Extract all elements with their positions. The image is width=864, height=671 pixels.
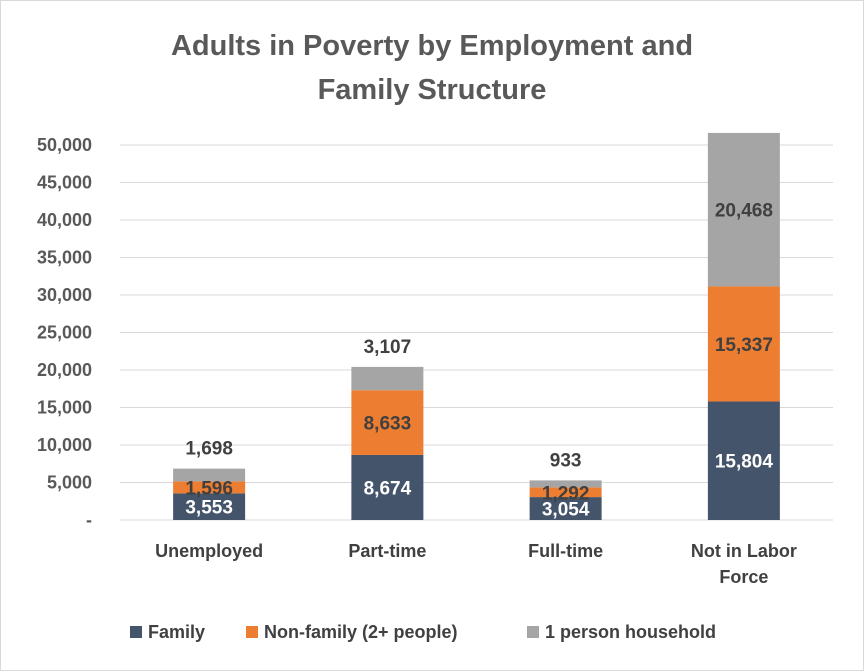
x-category-label: Force xyxy=(719,567,768,587)
y-tick-label: 45,000 xyxy=(37,173,92,193)
data-label: 3,553 xyxy=(185,498,233,519)
data-label: 15,337 xyxy=(715,335,773,356)
data-label: 8,674 xyxy=(364,478,412,499)
legend-item: Non-family (2+ people) xyxy=(246,620,458,644)
y-tick-label: 5,000 xyxy=(47,473,92,493)
y-tick-label: 30,000 xyxy=(37,285,92,305)
bar-segment xyxy=(173,481,246,494)
bar-segment xyxy=(173,493,246,520)
legend-label: Family xyxy=(148,621,206,642)
data-label: 3,054 xyxy=(542,500,590,521)
data-label: 3,107 xyxy=(364,337,412,358)
data-label: 1,698 xyxy=(185,439,233,460)
chart-title-line-1: Adults in Poverty by Employment and xyxy=(170,30,694,62)
data-label: 1,292 xyxy=(542,483,590,504)
data-label: 933 xyxy=(550,450,582,471)
chart-legend: Family Non-family (2+ people) 1 person hou… xyxy=(0,620,864,644)
y-tick-label: 10,000 xyxy=(37,435,92,455)
bar-segment xyxy=(707,286,780,402)
data-label: 20,468 xyxy=(715,201,773,222)
bar-segment xyxy=(529,487,602,498)
data-label: 8,633 xyxy=(364,414,412,435)
legend-label: Non-family (2+ people) xyxy=(264,621,458,642)
legend-item: Family xyxy=(130,620,205,644)
bar-segment xyxy=(351,366,424,391)
bar-segment xyxy=(529,480,602,488)
legend-swatch xyxy=(246,626,258,638)
chart-title-line-2: Family Structure xyxy=(317,74,547,106)
legend-swatch xyxy=(527,626,539,638)
y-tick-label: 35,000 xyxy=(37,248,92,268)
x-category-label: Full-time xyxy=(528,541,603,561)
y-tick-label: 25,000 xyxy=(37,323,92,343)
bar-segment xyxy=(351,454,424,520)
y-tick-label: - xyxy=(86,510,92,530)
legend-label: 1 person household xyxy=(545,621,717,642)
bar-segment xyxy=(351,390,424,455)
y-tick-label: 40,000 xyxy=(37,210,92,230)
y-tick-label: 50,000 xyxy=(37,135,92,155)
y-tick-label: 15,000 xyxy=(37,398,92,418)
y-tick-label: 20,000 xyxy=(37,360,92,380)
data-label: 1,596 xyxy=(185,478,233,499)
bar-segment xyxy=(173,468,246,482)
data-label: 15,804 xyxy=(715,452,774,473)
bar-segment xyxy=(707,401,780,520)
bar-segment xyxy=(529,497,602,520)
legend-swatch xyxy=(130,626,142,638)
bar-segment xyxy=(707,132,780,287)
x-category-label: Unemployed xyxy=(155,541,263,561)
x-category-label: Part-time xyxy=(348,541,426,561)
legend-item: 1 person household xyxy=(527,620,716,644)
x-category-label: Not in Labor xyxy=(691,541,797,561)
